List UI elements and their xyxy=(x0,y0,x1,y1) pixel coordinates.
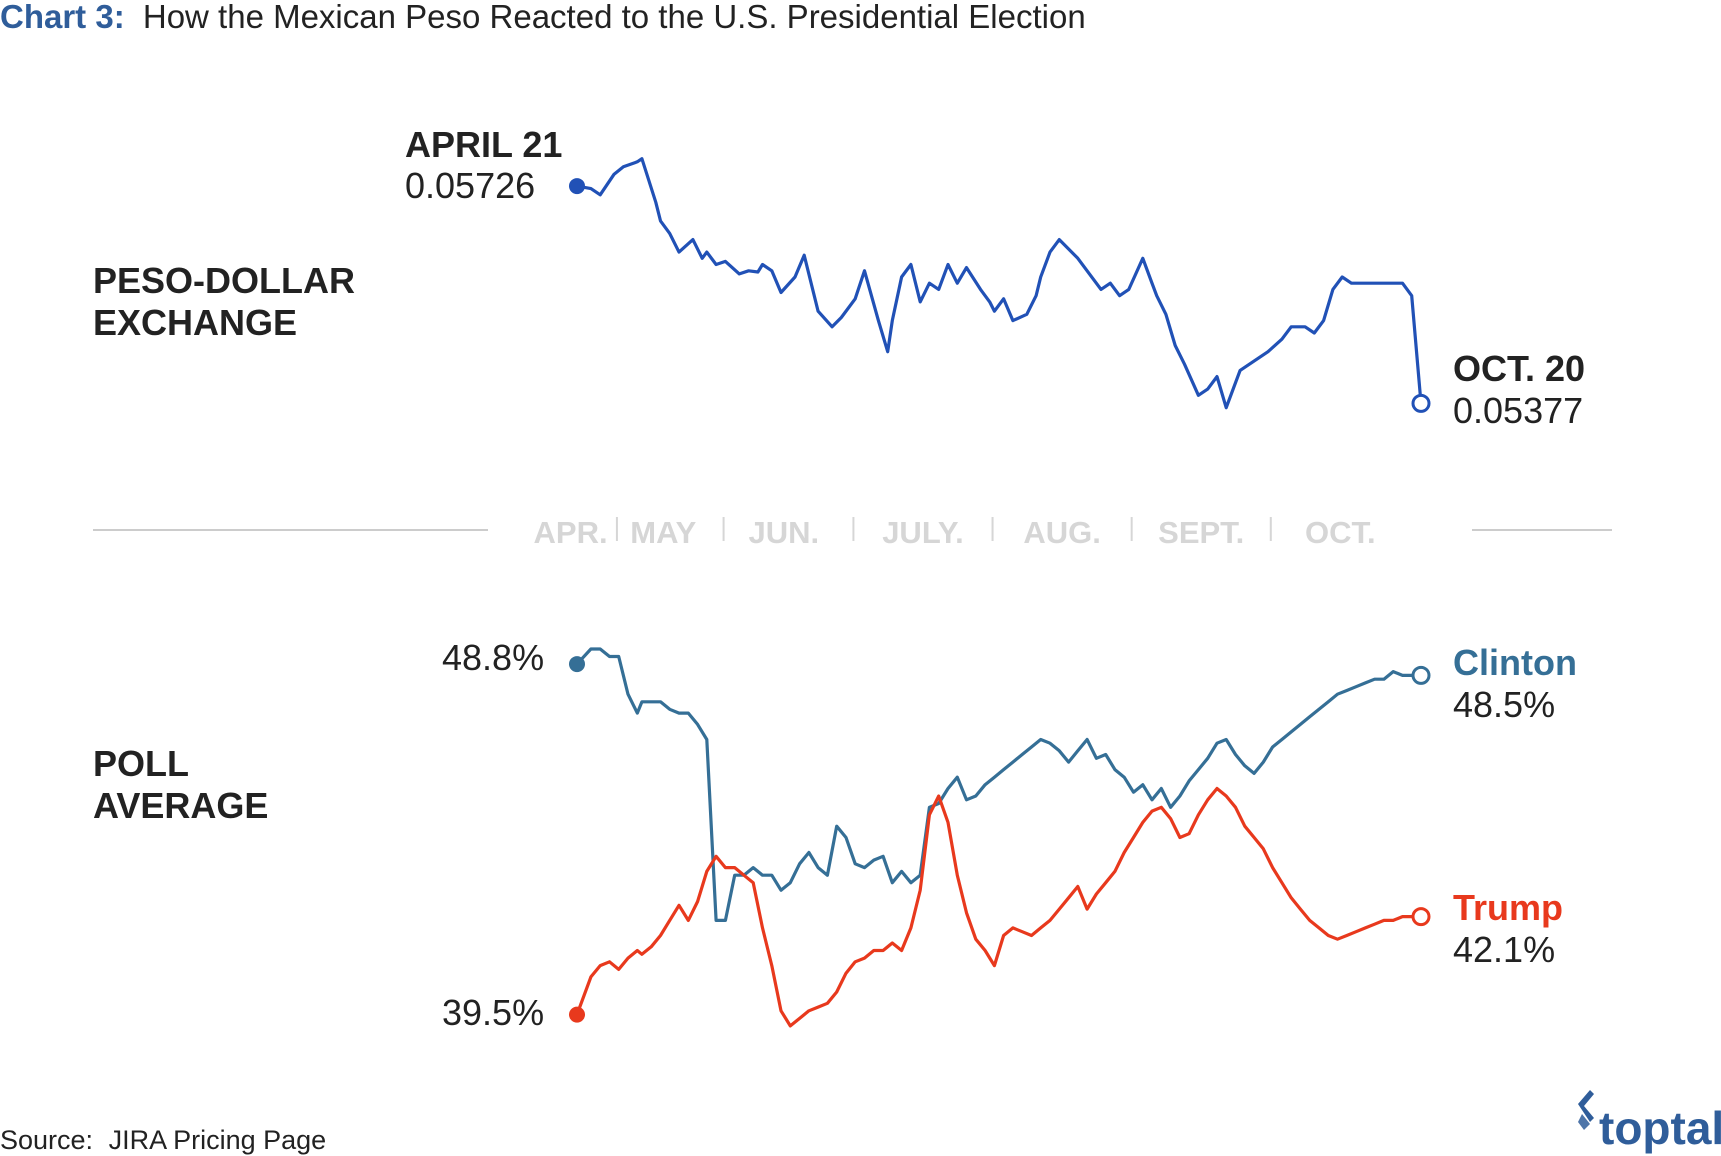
peso-start-date: APRIL 21 xyxy=(405,124,562,165)
source-text: JIRA Pricing Page xyxy=(109,1125,327,1155)
clinton-start-point xyxy=(569,656,585,673)
month-label-july: JULY. xyxy=(882,515,964,550)
clinton-line xyxy=(575,647,1423,923)
trump-end-value: 42.1% xyxy=(1453,929,1555,970)
toptal-logo-icon xyxy=(1578,1090,1594,1130)
trump-start-point xyxy=(569,1006,585,1023)
peso-dollar-line xyxy=(575,157,1423,410)
poll-section-label-line1: POLL xyxy=(93,743,189,784)
peso-dollar-end-point xyxy=(1411,393,1431,413)
month-label-aug: AUG. xyxy=(1023,515,1101,550)
source-note: Source: JIRA Pricing Page xyxy=(0,1125,326,1155)
clinton-start-value: 48.8% xyxy=(442,637,544,678)
peso-end-date: OCT. 20 xyxy=(1453,348,1585,389)
peso-section-label-line1: PESO-DOLLAR xyxy=(93,260,355,301)
chart-title-text: How the Mexican Peso Reacted to the U.S.… xyxy=(143,0,1086,35)
month-label-may: MAY xyxy=(630,515,696,550)
trump-end-point xyxy=(1411,907,1431,927)
chart-title: Chart 3: How the Mexican Peso Reacted to… xyxy=(0,0,1086,35)
month-label-jun: JUN. xyxy=(749,515,820,550)
trump-line xyxy=(575,786,1423,1028)
poll-section-label-line2: AVERAGE xyxy=(93,785,268,826)
month-label-oct: OCT. xyxy=(1305,515,1376,550)
month-axis: APR. MAY JUN. JULY. AUG. SEPT. OCT. xyxy=(93,515,1612,550)
clinton-end-value: 48.5% xyxy=(1453,684,1555,725)
month-label-apr: APR. xyxy=(534,515,608,550)
peso-end-value: 0.05377 xyxy=(1453,390,1583,431)
clinton-legend-label: Clinton xyxy=(1453,642,1577,683)
peso-dollar-start-point xyxy=(569,178,585,195)
source-label: Source: xyxy=(0,1125,93,1155)
chart-title-prefix: Chart 3: xyxy=(0,0,125,35)
clinton-end-point xyxy=(1411,665,1431,685)
toptal-logo-text: toptal xyxy=(1599,1102,1721,1154)
toptal-logo: toptal xyxy=(1578,1090,1721,1154)
trump-legend-label: Trump xyxy=(1453,887,1563,928)
series-layer xyxy=(569,157,1431,1028)
month-label-sept: SEPT. xyxy=(1158,515,1244,550)
peso-section-label-line2: EXCHANGE xyxy=(93,302,297,343)
peso-start-value: 0.05726 xyxy=(405,165,535,206)
trump-start-value: 39.5% xyxy=(442,992,544,1033)
